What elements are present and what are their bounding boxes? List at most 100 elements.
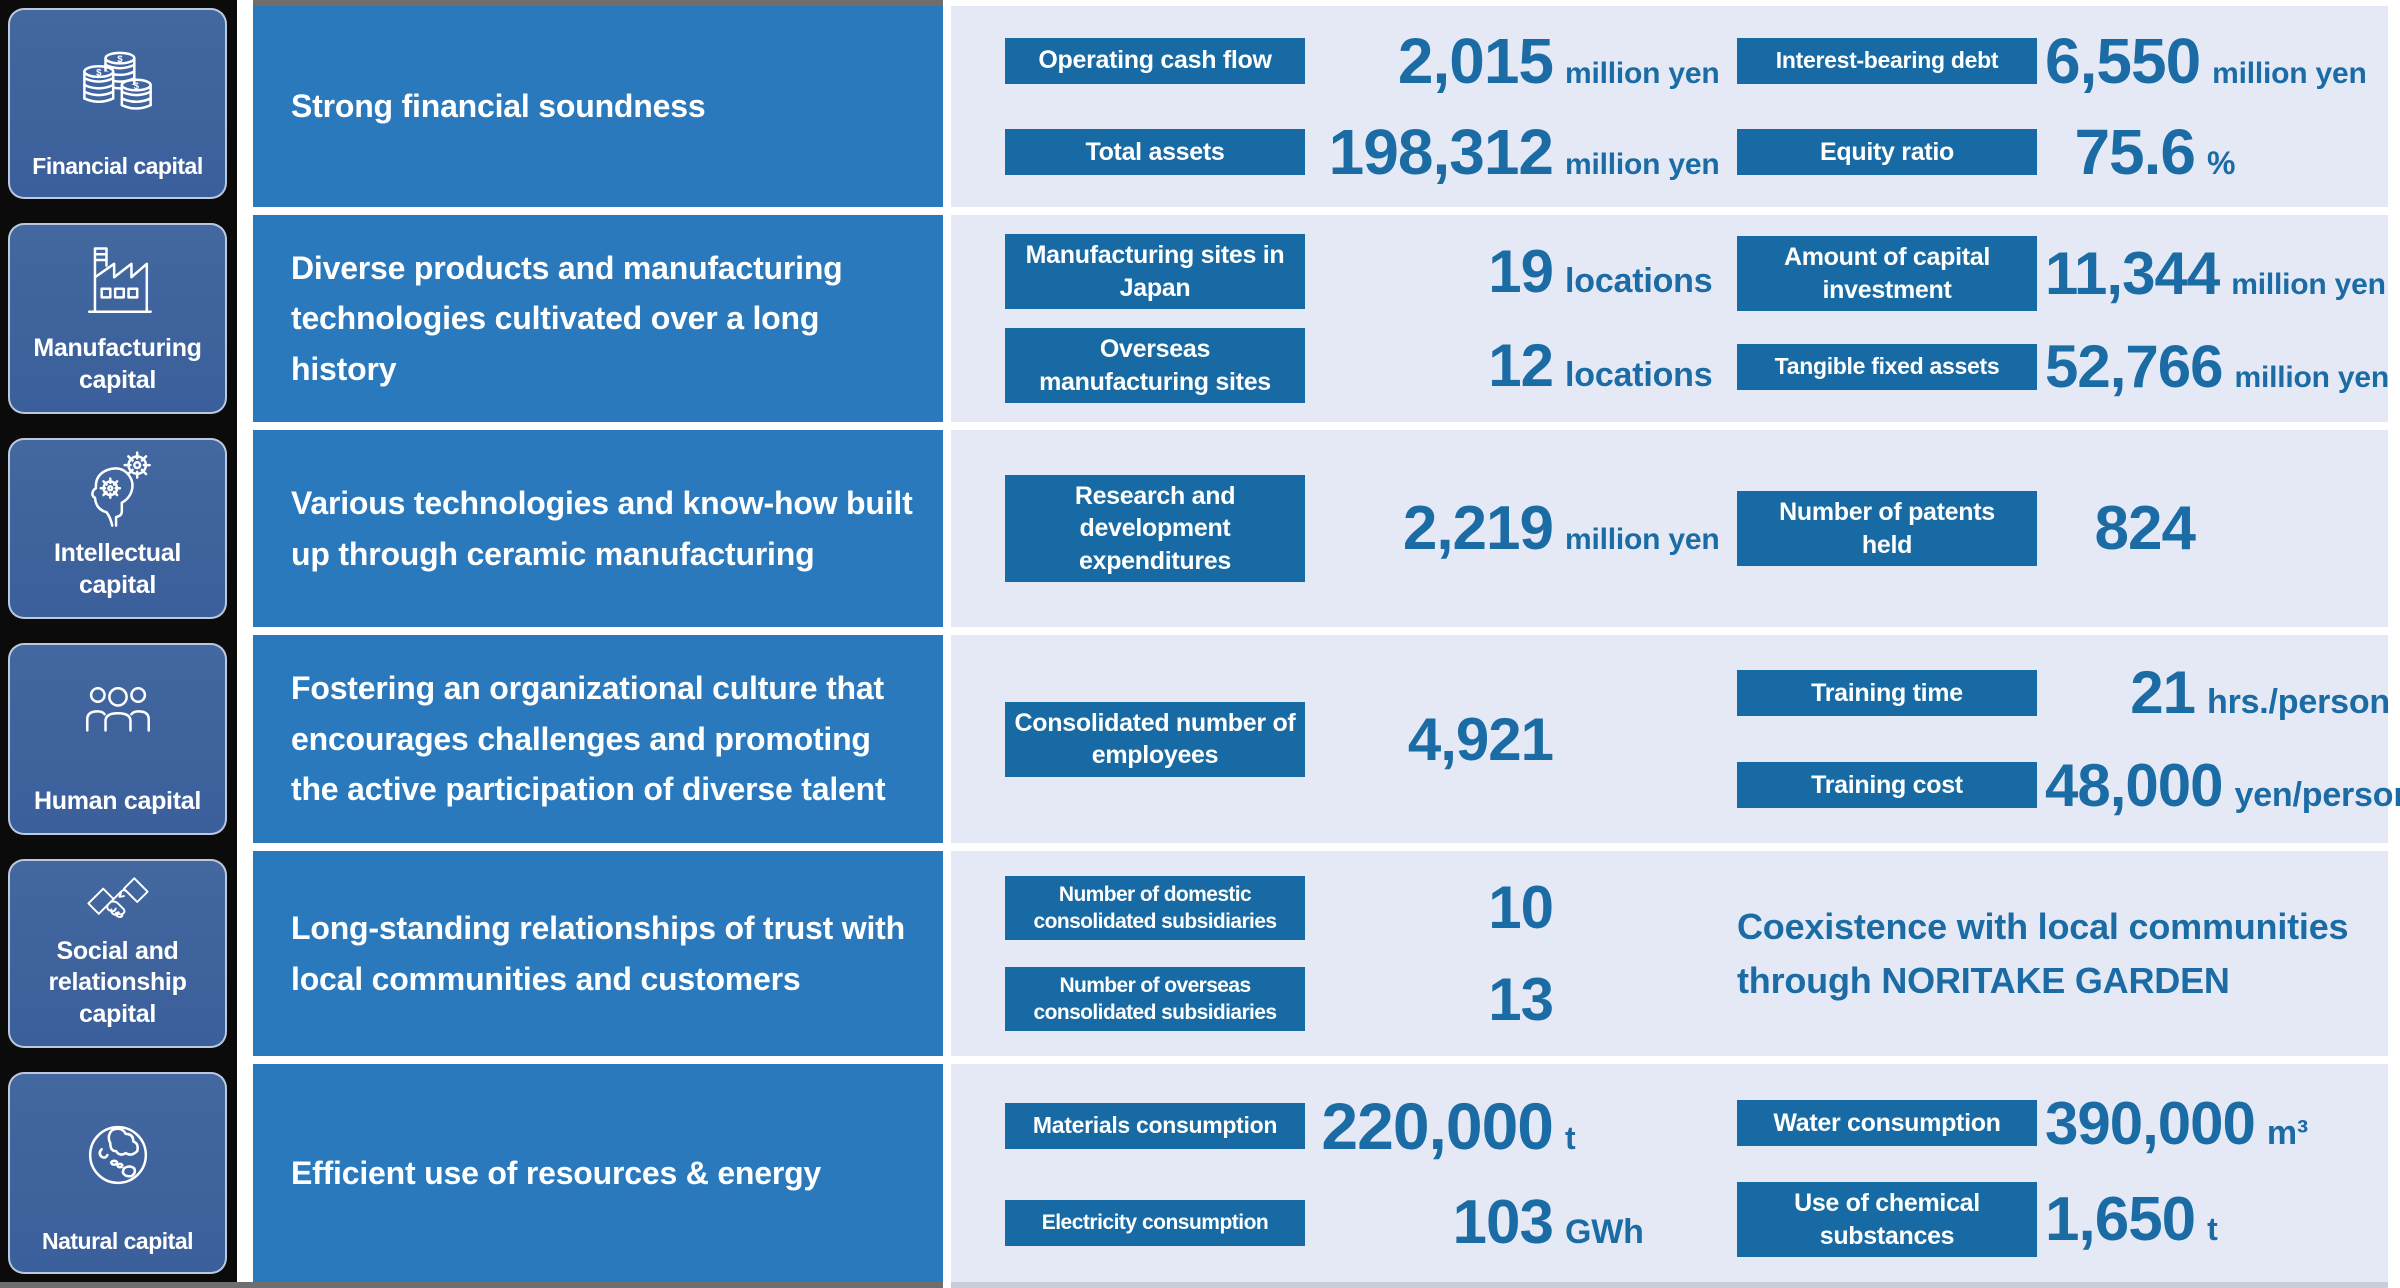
metric-unit: million yen bbox=[2234, 361, 2390, 394]
metric-value: 1,650 bbox=[2045, 1185, 2196, 1255]
metric-unit: t bbox=[2207, 1211, 2218, 1248]
people-icon bbox=[70, 645, 166, 786]
capital-card-manufacturing: Manufacturing capital bbox=[8, 223, 227, 414]
capital-card-human: Human capital bbox=[8, 643, 227, 835]
capital-card-social: Social and relationship capital bbox=[8, 859, 227, 1048]
description-text: Efficient use of resources & energy bbox=[291, 1154, 822, 1191]
metrics-human: Consolidated number of employees 4,921 T… bbox=[951, 635, 2400, 843]
capital-label: Intellectual capital bbox=[54, 539, 181, 599]
metric-chemical-substances: Use of chemical substances 1,650 t bbox=[1737, 1182, 2358, 1258]
head-gears-icon bbox=[70, 440, 166, 538]
metric-unit: locations bbox=[1565, 356, 1713, 394]
metric-tangible-fixed-assets: Tangible fixed assets 52,766 million yen bbox=[1737, 332, 2389, 401]
capital-label: Manufacturing capital bbox=[33, 334, 202, 394]
metric-value: 390,000 bbox=[2045, 1089, 2256, 1157]
metric-label-badge: Tangible fixed assets bbox=[1737, 343, 2037, 390]
metric-unit: million yen bbox=[1565, 523, 1720, 556]
bottom-border-right bbox=[951, 1282, 2388, 1288]
description-manufacturing: Diverse products and manufacturing techn… bbox=[253, 215, 943, 422]
metric-unit: t bbox=[1565, 1119, 1576, 1156]
metric-sites-japan: Manufacturing sites in Japan 19 locations bbox=[1005, 234, 1737, 309]
svg-text:$: $ bbox=[117, 54, 123, 65]
metric-training-cost: Training cost 48,000 yen/person bbox=[1737, 751, 2400, 820]
metric-unit: hrs./person bbox=[2207, 683, 2390, 722]
metric-water-consumption: Water consumption 390,000 m³ bbox=[1737, 1089, 2358, 1158]
metric-total-assets: Total assets 198,312 million yen bbox=[1005, 115, 1737, 189]
capital-label: Natural capital bbox=[42, 1228, 194, 1255]
svg-text:$: $ bbox=[96, 67, 102, 78]
bottom-border-left bbox=[0, 1282, 943, 1288]
metric-electricity-consumption: Electricity consumption 103 GWh bbox=[1005, 1187, 1737, 1258]
metrics-natural: Materials consumption 220,000 t Electrici… bbox=[951, 1064, 2388, 1282]
capital-card-natural: Natural capital bbox=[8, 1072, 227, 1274]
capital-card-financial: $ $ $ Financial capital bbox=[8, 8, 227, 199]
description-text: Long-standing relationships of trust wit… bbox=[291, 909, 905, 997]
metric-label-badge: Consolidated number of employees bbox=[1005, 701, 1305, 777]
metric-training-time: Training time 21 hrs./person bbox=[1737, 658, 2390, 727]
metric-unit: % bbox=[2207, 145, 2236, 182]
metric-unit: million yen bbox=[2212, 56, 2367, 90]
metric-label-badge: Training time bbox=[1737, 669, 2037, 716]
svg-text:$: $ bbox=[133, 81, 139, 92]
capital-label: Social and relationship capital bbox=[48, 936, 187, 1028]
description-social: Long-standing relationships of trust wit… bbox=[253, 851, 943, 1056]
metric-unit: GWh bbox=[1565, 1213, 1644, 1252]
handshake-icon bbox=[81, 861, 155, 936]
metric-value: 13 bbox=[1488, 965, 1554, 1033]
metric-value: 48,000 bbox=[2045, 751, 2224, 819]
metrics-intellectual: Research and development expenditures 2,… bbox=[951, 430, 2388, 627]
metric-value: 75.6 bbox=[2074, 116, 2196, 189]
metric-unit: m³ bbox=[2266, 1113, 2309, 1152]
metric-value: 824 bbox=[2094, 494, 2196, 563]
metric-capital-investment: Amount of capital investment 11,344 milli… bbox=[1737, 236, 2386, 311]
capital-label: Financial capital bbox=[32, 153, 203, 180]
description-text: Various technologies and know-how built … bbox=[291, 484, 913, 572]
metric-label-badge: Water consumption bbox=[1737, 1100, 2037, 1147]
metric-value: 2,015 bbox=[1397, 24, 1554, 97]
metric-value: 52,766 bbox=[2045, 333, 2224, 400]
metric-value: 12 bbox=[1488, 332, 1554, 399]
metric-unit: million yen bbox=[2231, 268, 2386, 301]
metric-unit: yen/person bbox=[2234, 775, 2400, 814]
top-border bbox=[253, 0, 943, 6]
metric-rd-expenditures: Research and development expenditures 2,… bbox=[1005, 474, 1737, 583]
metric-label-badge: Training cost bbox=[1737, 762, 2037, 809]
description-human: Fostering an organizational culture that… bbox=[253, 635, 943, 843]
metric-label-badge: Total assets bbox=[1005, 129, 1305, 176]
metric-overseas-subsidiaries: Number of overseas consolidated subsidia… bbox=[1005, 965, 1737, 1034]
capital-column: $ $ $ Financial capital bbox=[0, 0, 237, 1288]
metrics-social: Number of domestic consolidated subsidia… bbox=[951, 851, 2388, 1056]
metrics-financial: Operating cash flow 2,015 million yen Tot… bbox=[951, 6, 2388, 207]
description-intellectual: Various technologies and know-how built … bbox=[253, 430, 943, 627]
capital-card-intellectual: Intellectual capital bbox=[8, 438, 227, 619]
coins-icon: $ $ $ bbox=[70, 10, 166, 152]
metric-value: 220,000 bbox=[1321, 1088, 1554, 1163]
capital-label: Human capital bbox=[34, 786, 201, 815]
metric-value: 11,344 bbox=[2045, 240, 2220, 307]
metric-unit: million yen bbox=[1565, 56, 1720, 90]
description-text: Fostering an organizational culture that… bbox=[291, 670, 886, 808]
metric-domestic-subsidiaries: Number of domestic consolidated subsidia… bbox=[1005, 873, 1737, 942]
metric-label-badge: Number of patents held bbox=[1737, 491, 2037, 566]
metric-label-badge: Manufacturing sites in Japan bbox=[1005, 234, 1305, 309]
metric-label-badge: Materials consumption bbox=[1005, 1102, 1305, 1149]
metric-label-badge: Electricity consumption bbox=[1005, 1199, 1305, 1246]
metric-label-badge: Operating cash flow bbox=[1005, 37, 1305, 84]
metric-label-badge: Interest-bearing debt bbox=[1737, 37, 2037, 84]
metric-value: 6,550 bbox=[2045, 24, 2201, 97]
metric-label-badge: Equity ratio bbox=[1737, 129, 2037, 176]
metric-value: 103 bbox=[1452, 1188, 1554, 1258]
metric-value: 19 bbox=[1488, 238, 1554, 305]
description-text: Strong financial soundness bbox=[291, 88, 706, 125]
metric-label-badge: Use of chemical substances bbox=[1737, 1182, 2037, 1258]
metric-employees: Consolidated number of employees 4,921 bbox=[1005, 701, 1737, 777]
metric-label-badge: Number of overseas consolidated subsidia… bbox=[1005, 966, 1305, 1032]
description-natural: Efficient use of resources & energy bbox=[253, 1064, 943, 1282]
metric-value: 198,312 bbox=[1328, 116, 1554, 189]
metric-value: 4,921 bbox=[1407, 705, 1554, 773]
metric-materials-consumption: Materials consumption 220,000 t bbox=[1005, 1088, 1737, 1164]
metric-patents-held: Number of patents held 824 bbox=[1737, 491, 2358, 566]
metric-label-badge: Overseas manufacturing sites bbox=[1005, 328, 1305, 403]
metric-operating-cash-flow: Operating cash flow 2,015 million yen bbox=[1005, 24, 1737, 98]
